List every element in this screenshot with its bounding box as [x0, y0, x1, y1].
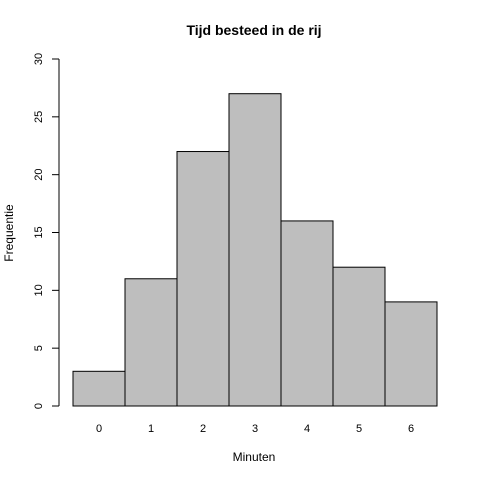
- x-axis-label: Minuten: [233, 450, 276, 464]
- x-tick-label-3: 3: [252, 423, 258, 435]
- bars-group: [72, 93, 438, 407]
- x-tick-label-0: 0: [96, 423, 102, 435]
- bar-1: [124, 278, 178, 407]
- y-axis: 0 5 10 15 20 25 30: [33, 53, 60, 409]
- bar-3: [228, 93, 282, 407]
- x-tick-label-5: 5: [356, 423, 362, 435]
- x-tick-label-1: 1: [148, 423, 154, 435]
- y-axis-label: Frequentie: [2, 204, 16, 262]
- bar-5: [332, 266, 386, 407]
- bar-6: [384, 301, 438, 407]
- y-tick-label-30: 30: [33, 53, 45, 65]
- y-tick-label-25: 25: [33, 111, 45, 123]
- bar-0: [72, 370, 126, 407]
- x-tick-label-4: 4: [304, 423, 310, 435]
- x-axis-tick-labels: 0 1 2 3 4 5 6: [96, 423, 414, 435]
- chart-title: Tijd besteed in de rij: [186, 22, 321, 38]
- y-tick-label-20: 20: [33, 169, 45, 181]
- y-tick-label-10: 10: [33, 284, 45, 296]
- x-tick-label-6: 6: [408, 423, 414, 435]
- bar-2: [176, 151, 230, 407]
- x-tick-label-2: 2: [200, 423, 206, 435]
- y-tick-label-0: 0: [33, 403, 45, 409]
- y-tick-label-15: 15: [33, 226, 45, 238]
- y-tick-label-5: 5: [33, 345, 45, 351]
- bar-4: [280, 220, 334, 407]
